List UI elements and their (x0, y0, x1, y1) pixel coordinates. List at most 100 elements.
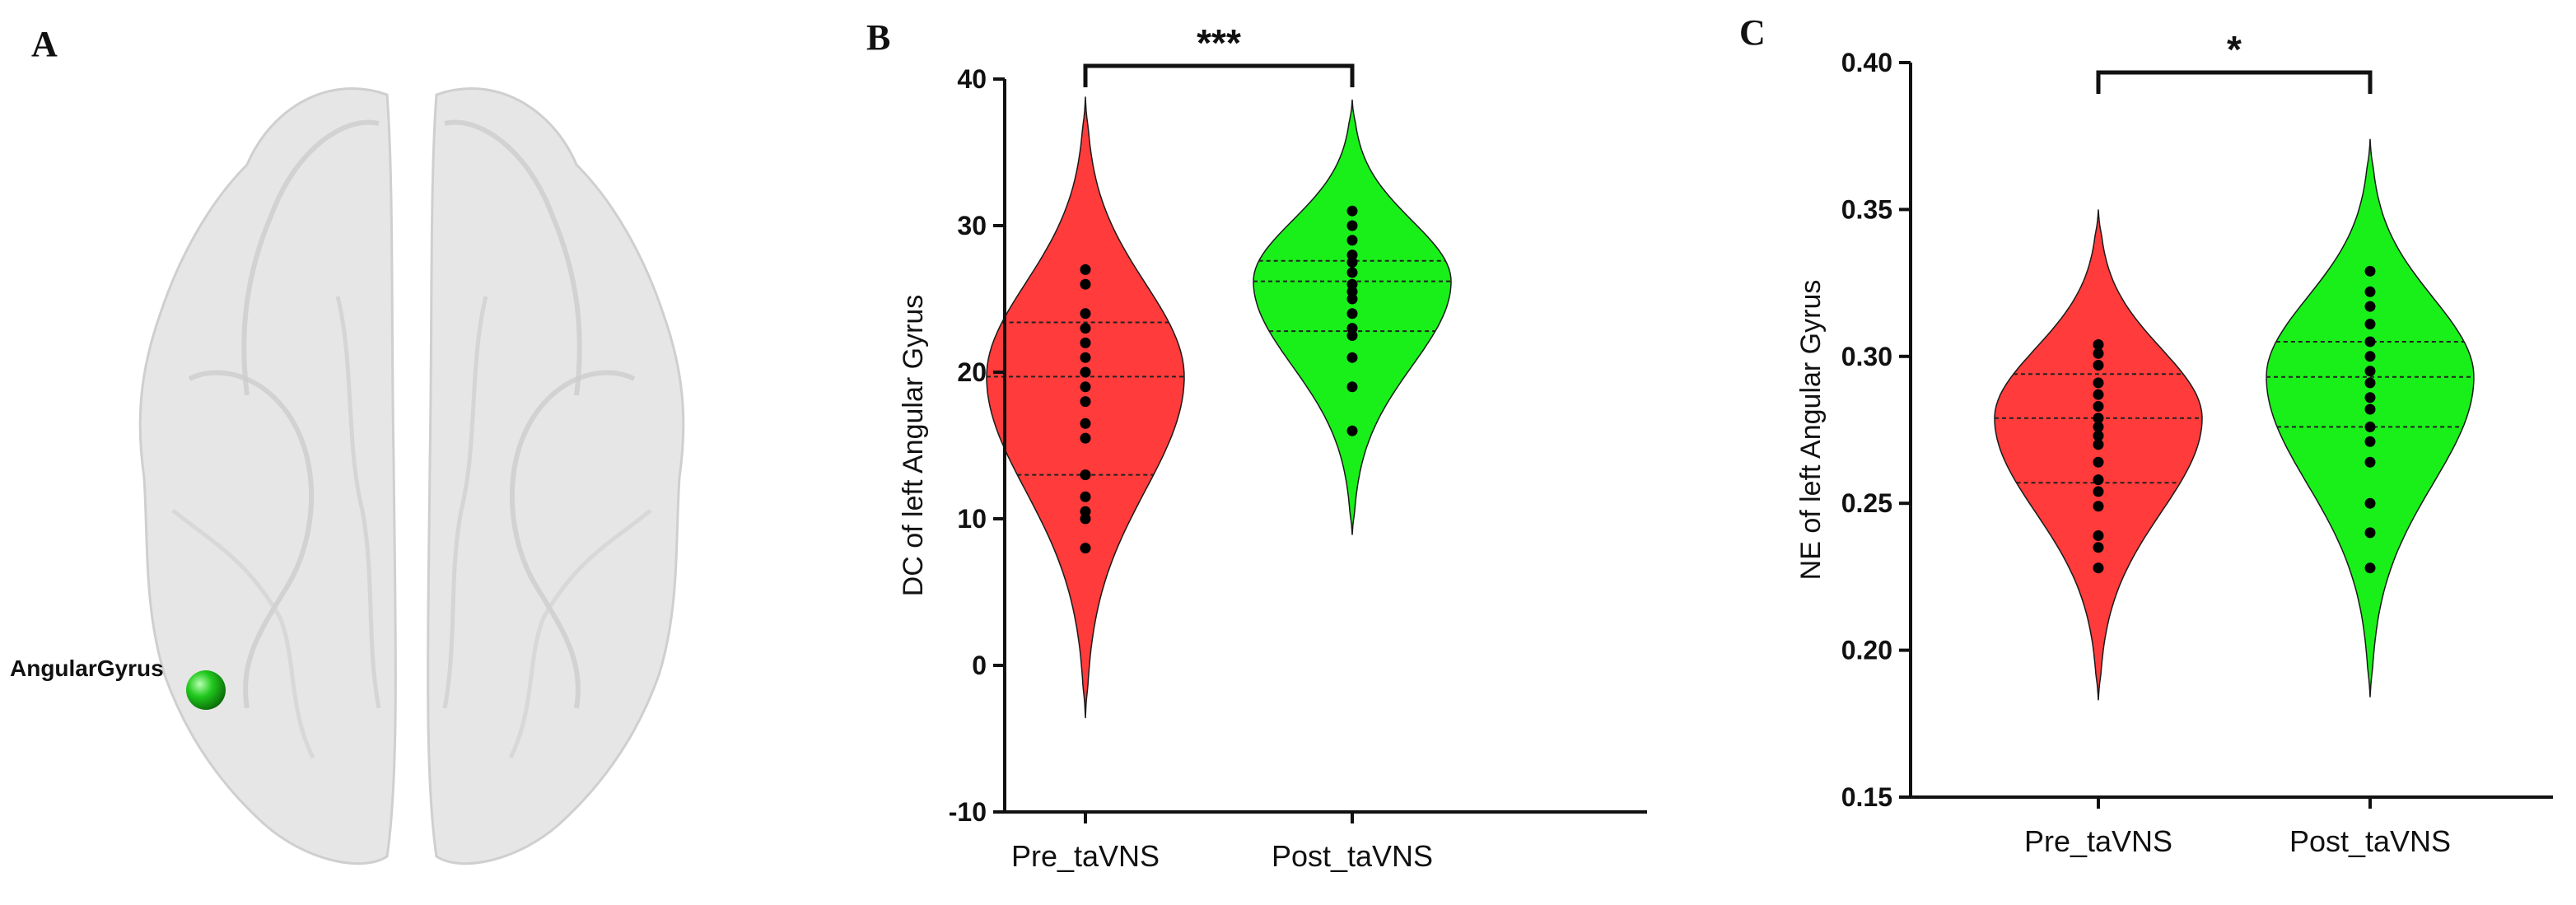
data-point (2364, 404, 2376, 415)
data-point (2364, 286, 2376, 297)
y-axis-label: DC of left Angular Gyrus (898, 295, 929, 597)
data-point (1080, 418, 1091, 429)
y-tick-label: 10 (957, 504, 987, 534)
violins (986, 96, 1452, 719)
y-tick-label: -10 (949, 797, 987, 827)
data-point (1080, 491, 1091, 502)
data-point (1346, 425, 1358, 436)
y-tick-labels: -10 0 10 20 30 40 (949, 64, 987, 827)
data-point (1346, 257, 1358, 268)
data-point (1080, 543, 1091, 554)
y-tick-label: 30 (957, 211, 987, 240)
data-point (1346, 205, 1358, 217)
data-point (1346, 286, 1358, 297)
bracket-line (2096, 70, 2373, 94)
data-point (2364, 265, 2376, 277)
data-point (1346, 235, 1358, 246)
angular-gyrus-node (186, 670, 226, 710)
data-point (1080, 432, 1091, 444)
data-point (1080, 381, 1091, 393)
data-point (1080, 323, 1091, 334)
data-point (1080, 396, 1091, 408)
y-tick-label: 0.15 (1841, 782, 1892, 812)
data-point (2364, 562, 2376, 574)
data-point (2093, 360, 2104, 371)
data-point (1080, 352, 1091, 363)
data-point (1080, 278, 1091, 290)
y-tick-label: 0.30 (1841, 342, 1892, 371)
data-point (2364, 319, 2376, 330)
x-tick-label-post: Post_taVNS (1272, 839, 1433, 873)
angular-gyrus-label: AngularGyrus (10, 655, 164, 681)
data-point (2093, 348, 2104, 359)
data-point (2364, 351, 2376, 362)
data-point (2093, 339, 2104, 351)
significance-bracket: * (2096, 28, 2373, 94)
panel-letter-b: B (866, 17, 891, 58)
data-point (1346, 250, 1358, 261)
right-hemisphere (427, 87, 685, 865)
data-point (2364, 336, 2376, 348)
data-point (2093, 430, 2104, 441)
data-point (1346, 278, 1358, 290)
x-tick-label-pre: Pre_taVNS (1011, 839, 1160, 873)
data-point (2093, 413, 2104, 424)
data-point (1080, 513, 1091, 525)
axes (1899, 61, 2553, 809)
y-tick-label: 0.20 (1841, 636, 1892, 665)
significance-marker: *** (1197, 21, 1241, 64)
data-point (1080, 366, 1091, 378)
data-point (2093, 486, 2104, 497)
data-point (1346, 330, 1358, 341)
data-point (1346, 308, 1358, 320)
data-point (2093, 529, 2104, 541)
panel-letter-a: A (31, 24, 58, 64)
x-tick-label-pre: Pre_taVNS (2024, 824, 2172, 858)
x-tick-labels: Pre_taVNS Post_taVNS (2024, 824, 2451, 858)
y-tick-label: 40 (957, 64, 987, 94)
violins (1994, 138, 2475, 701)
data-point (2364, 392, 2376, 404)
y-tick-labels: 0.15 0.20 0.25 0.30 0.35 0.40 (1841, 48, 1892, 812)
data-point (2364, 436, 2376, 447)
x-tick-label-post: Post_taVNS (2289, 824, 2451, 858)
x-tick-labels: Pre_taVNS Post_taVNS (1011, 839, 1433, 873)
violin-pre (986, 96, 1185, 719)
data-point (2364, 301, 2376, 312)
data-point (1346, 220, 1358, 231)
data-point (2093, 421, 2104, 432)
data-point (1346, 323, 1358, 334)
bracket-line (1083, 63, 1355, 87)
data-point (1346, 293, 1358, 305)
y-tick-label: 0.35 (1841, 194, 1892, 224)
data-point (2093, 474, 2104, 486)
data-point (2093, 400, 2104, 412)
data-point (2364, 497, 2376, 509)
data-point (1080, 264, 1091, 275)
left-hemisphere (138, 87, 397, 865)
data-point (1080, 308, 1091, 320)
significance-marker: * (2227, 28, 2242, 71)
violin-chart-b: -10 0 10 20 30 40 DC of left Angular Gyrus Pr… (898, 21, 1647, 873)
y-tick-label: 20 (957, 357, 987, 387)
data-point (1346, 352, 1358, 363)
data-point (2364, 377, 2376, 389)
data-point (2364, 421, 2376, 432)
axes (993, 77, 1647, 823)
data-point (1080, 337, 1091, 348)
data-point (2093, 501, 2104, 512)
data-point (2093, 377, 2104, 389)
y-tick-label: 0.40 (1841, 48, 1892, 77)
data-point (2364, 456, 2376, 468)
data-point (2093, 389, 2104, 400)
data-point (2093, 439, 2104, 450)
data-point (2093, 562, 2104, 574)
data-point (1346, 381, 1358, 393)
data-point (2093, 456, 2104, 468)
data-point (1346, 267, 1358, 278)
y-tick-label: 0.25 (1841, 488, 1892, 518)
violin-chart-c: 0.15 0.20 0.25 0.30 0.35 0.40 NE of left Angu… (1795, 28, 2553, 858)
y-tick-label: 0 (972, 651, 987, 680)
data-point (2364, 527, 2376, 539)
violin-pre (1994, 209, 2203, 701)
